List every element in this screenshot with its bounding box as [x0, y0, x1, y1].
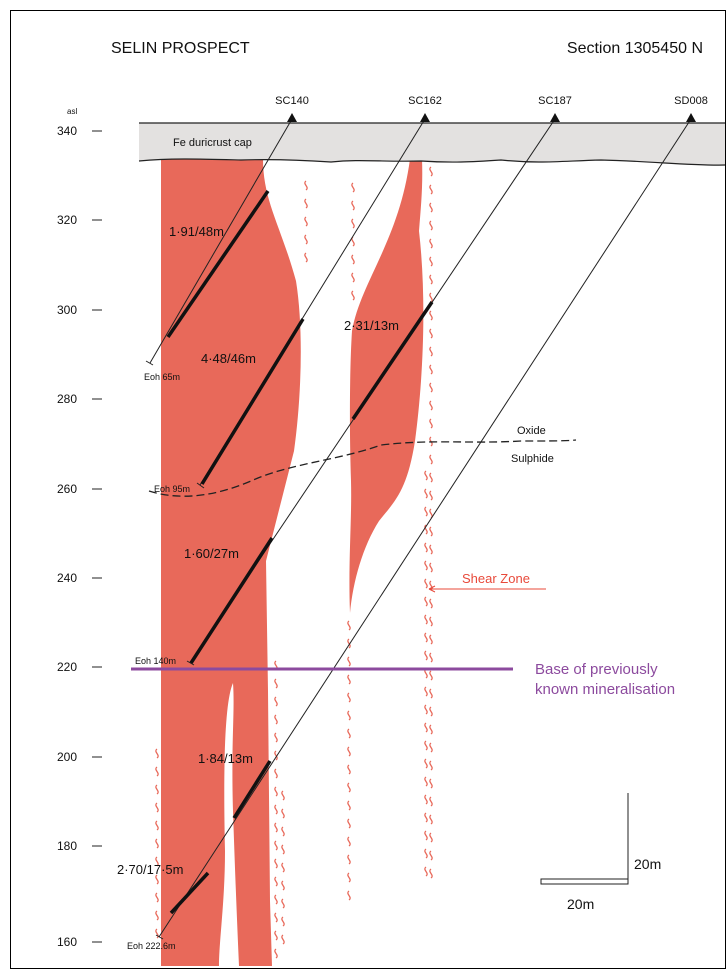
- shear-trace-1: [304, 180, 308, 263]
- axis-tick-label: 180: [57, 839, 77, 853]
- base-mineralisation-label-line1: Base of previously: [535, 661, 658, 678]
- axis-tick-label: 200: [57, 750, 77, 764]
- collar-marker-sd008: [686, 113, 696, 122]
- collar-marker-sc187: [550, 113, 560, 122]
- shear-zone-label: Shear Zone: [462, 571, 530, 586]
- intercept-segments: [166, 190, 434, 915]
- eoh-label-sc187: Eoh 140m: [135, 656, 176, 666]
- eoh-tick: [145, 360, 154, 366]
- scale-bar-vertical-label: 20m: [634, 856, 661, 872]
- axis-tick-label: 220: [57, 660, 77, 674]
- ore-body-west: [161, 159, 301, 966]
- intercept-segment: [166, 190, 270, 338]
- shear-trace-3: [429, 166, 433, 879]
- shear-trace-8: [281, 790, 285, 945]
- intercept-label: 2·70/17·5m: [117, 862, 183, 877]
- shear-trace-5: [347, 620, 351, 901]
- axis-tick-label: 260: [57, 482, 77, 496]
- intercept-label: 1·60/27m: [184, 546, 239, 561]
- shear-trace-2: [351, 182, 355, 301]
- eoh-label-sc162: Eoh 95m: [154, 484, 190, 494]
- collar-marker-sc162: [420, 113, 430, 122]
- drillhole-label-sd008: SD008: [674, 95, 708, 107]
- shear-trace-6: [274, 660, 278, 959]
- shear-trace-7: [155, 748, 159, 939]
- figure-title: SELIN PROSPECT: [111, 40, 250, 57]
- shear-zone-arrowhead: [428, 585, 436, 593]
- base-mineralisation-label-line2: known mineralisation: [535, 681, 675, 698]
- scale-bar-horizontal: [540, 878, 629, 885]
- axis-tick-label: 300: [57, 303, 77, 317]
- collar-marker-sc140: [287, 113, 297, 122]
- shear-trace-4: [424, 470, 428, 877]
- intercept-segment: [200, 318, 305, 485]
- eoh-tick: [155, 934, 164, 940]
- axis-tick-label: 340: [57, 124, 77, 138]
- drillhole-trace-sc140: [149, 118, 293, 364]
- eoh-label-sc140: Eoh 65m: [144, 372, 180, 382]
- eoh-label-sd008: Eoh 222.6m: [127, 941, 176, 951]
- drillhole-label-sc140: SC140: [275, 95, 309, 107]
- intercept-label: 2·31/13m: [344, 318, 399, 333]
- intercept-segment: [169, 871, 210, 915]
- drillhole-trace-sd008: [158, 118, 692, 938]
- intercept-segment: [232, 760, 272, 819]
- eoh-tick: [196, 482, 205, 489]
- axis-tick-label: 160: [57, 935, 77, 949]
- axis-tick-label: 280: [57, 392, 77, 406]
- cross-section-diagram: SELIN PROSPECT Section 1305450 N asl 340…: [57, 40, 725, 966]
- section-figure: SELIN PROSPECT Section 1305450 N asl 340…: [10, 10, 726, 969]
- cap-base-line: [138, 158, 725, 166]
- drillhole-label-sc187: SC187: [538, 95, 572, 107]
- intercept-segment: [189, 537, 274, 664]
- section-title: Section 1305450 N: [567, 40, 703, 57]
- intercept-label: 1·91/48m: [169, 224, 224, 239]
- axis-unit-label: asl: [67, 107, 77, 116]
- drillhole-label-sc162: SC162: [408, 95, 442, 107]
- intercept-segment: [351, 301, 434, 420]
- ore-body-east: [349, 159, 424, 613]
- oxide-sulphide-boundary: [148, 439, 577, 497]
- sulphide-label: Sulphide: [511, 453, 554, 465]
- axis-tick-label: 240: [57, 571, 77, 585]
- oxide-label: Oxide: [517, 425, 546, 437]
- eoh-tick: [186, 660, 195, 666]
- shear-zone-traces: [155, 166, 433, 959]
- duricrust-cap: [139, 123, 725, 166]
- intercept-label: 4·48/46m: [201, 351, 256, 366]
- scale-bar-horizontal-label: 20m: [567, 896, 594, 912]
- intercept-label: 1·84/13m: [198, 751, 253, 766]
- cap-label: Fe duricrust cap: [173, 137, 252, 149]
- axis-tick-label: 320: [57, 213, 77, 227]
